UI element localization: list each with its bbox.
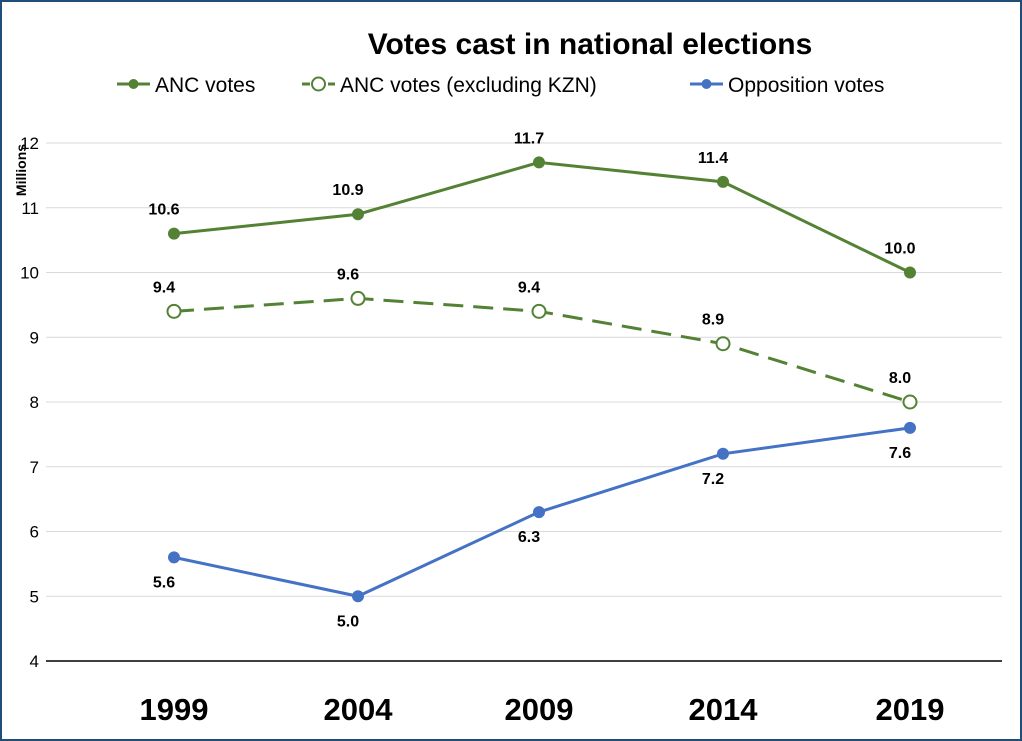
series-3: 5.6 5.0 6.3 7.2 7.6	[153, 421, 916, 630]
data-label: 7.2	[702, 471, 724, 488]
data-label: 10.6	[148, 202, 179, 219]
y-tick-label: 5	[30, 587, 39, 606]
data-point	[904, 266, 916, 279]
data-point	[533, 156, 545, 169]
legend: ANC votes ANC votes (excluding KZN) Opposi…	[117, 74, 884, 97]
legend-marker	[311, 76, 326, 92]
data-point	[350, 290, 366, 306]
data-point	[168, 551, 180, 564]
data-point	[902, 394, 918, 410]
data-point	[352, 208, 364, 221]
data-label: 9.4	[518, 279, 540, 296]
data-label: 8.9	[702, 312, 724, 329]
y-tick-label: 11	[21, 199, 39, 218]
data-label: 9.4	[153, 279, 175, 296]
legend-marker	[701, 79, 712, 89]
data-point	[352, 590, 364, 603]
data-label: 9.6	[337, 266, 359, 283]
data-point	[168, 227, 180, 240]
y-tick-label: 6	[30, 523, 39, 542]
data-label: 5.0	[337, 613, 359, 630]
data-point	[715, 336, 731, 352]
x-tick-label: 2009	[505, 692, 574, 727]
x-tick-label: 2004	[324, 692, 394, 727]
y-tick-label: 4	[30, 652, 39, 671]
series-line	[173, 160, 911, 274]
legend-item: Opposition votes	[690, 74, 884, 97]
data-label: 10.0	[884, 241, 915, 258]
gridlines	[46, 142, 1002, 662]
data-point	[904, 421, 916, 434]
data-label: 11.7	[514, 130, 544, 147]
data-label: 8.0	[889, 370, 911, 387]
data-label: 5.6	[153, 574, 175, 591]
y-tick-label: 10	[20, 264, 39, 283]
y-tick-label: 9	[30, 328, 39, 347]
y-axis-label: Millions	[13, 144, 29, 196]
legend-label: ANC votes	[155, 74, 255, 97]
series-group: 10.610.911.711.410.09.49.69.48.98.05.65.…	[148, 130, 918, 630]
data-point	[717, 175, 729, 188]
chart-title: Votes cast in national elections	[368, 28, 813, 61]
data-point	[166, 303, 182, 319]
data-label: 6.3	[518, 529, 540, 546]
data-point	[531, 303, 547, 319]
data-point	[717, 447, 729, 460]
y-axis-ticks: 4 5 6 7 8 9 10 11 12	[20, 134, 39, 671]
y-tick-label: 12	[20, 134, 39, 153]
data-label: 11.4	[698, 150, 728, 167]
x-tick-label: 2014	[689, 692, 759, 727]
x-axis-ticks: 1999 2004 2009 2014 2019	[140, 692, 945, 727]
series-2: 9.4 9.6 9.4 8.9 8.0	[153, 266, 918, 410]
x-tick-label: 1999	[140, 692, 209, 727]
data-point	[533, 506, 545, 519]
legend-label: Opposition votes	[728, 74, 884, 97]
series-1: 10.6 10.9 11.7 11.4 10.0	[148, 130, 916, 279]
y-tick-label: 7	[30, 458, 39, 477]
data-label: 10.9	[332, 182, 363, 199]
y-tick-label: 8	[30, 393, 39, 412]
legend-label: ANC votes (excluding KZN)	[340, 74, 597, 97]
legend-marker	[128, 79, 139, 89]
legend-item: ANC votes	[117, 74, 255, 97]
data-label: 7.6	[889, 445, 911, 462]
legend-item: ANC votes (excluding KZN)	[302, 74, 597, 97]
x-tick-label: 2019	[876, 692, 945, 727]
